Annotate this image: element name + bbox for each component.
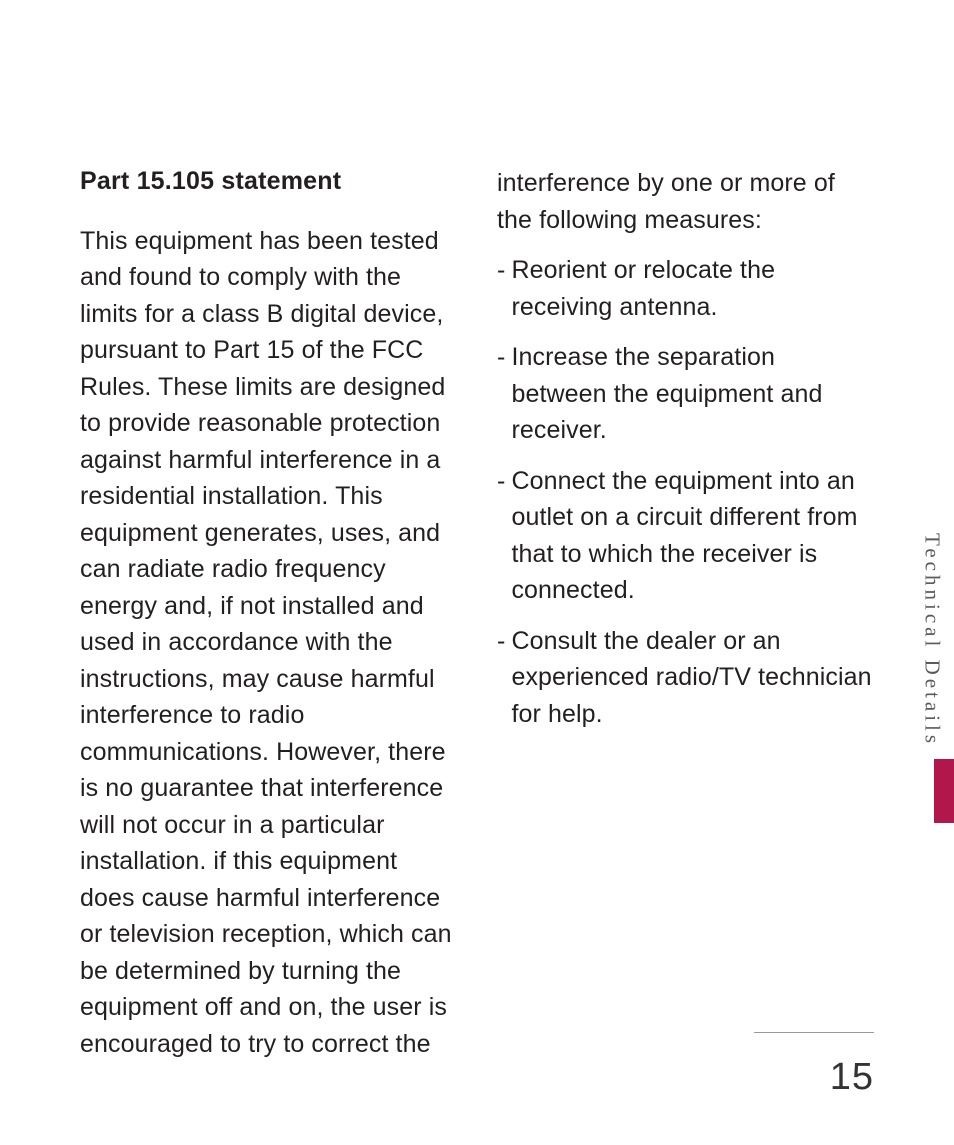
list-item-text: Consult the dealer or an experienced rad… [511, 623, 874, 733]
list-item: - Reorient or relocate the receiving ant… [497, 252, 874, 325]
list-item-text: Increase the separation between the equi… [511, 339, 874, 449]
left-column: Part 15.105 statement This equipment has… [80, 165, 457, 1062]
list-item: - Consult the dealer or an experienced r… [497, 623, 874, 733]
list-item: - Connect the equipment into an outlet o… [497, 463, 874, 609]
section-tab-label: Technical Details [920, 533, 945, 755]
page-number-rule [754, 1032, 874, 1033]
section-side-tab: Technical Details [910, 533, 954, 823]
section-heading: Part 15.105 statement [80, 165, 457, 199]
measures-list: - Reorient or relocate the receiving ant… [497, 252, 874, 732]
list-item-text: Reorient or relocate the receiving anten… [511, 252, 874, 325]
right-column: interference by one or more of the follo… [497, 165, 874, 1062]
document-page: Part 15.105 statement This equipment has… [0, 0, 954, 1145]
list-item-text: Connect the equipment into an outlet on … [511, 463, 874, 609]
body-paragraph-left: This equipment has been tested and found… [80, 223, 457, 1063]
bullet-dash: - [497, 339, 511, 449]
two-column-layout: Part 15.105 statement This equipment has… [80, 165, 874, 1062]
page-number: 15 [830, 1056, 874, 1099]
body-paragraph-right-lead: interference by one or more of the follo… [497, 165, 874, 238]
bullet-dash: - [497, 463, 511, 609]
bullet-dash: - [497, 252, 511, 325]
bullet-dash: - [497, 623, 511, 733]
section-tab-bar [934, 759, 954, 823]
list-item: - Increase the separation between the eq… [497, 339, 874, 449]
